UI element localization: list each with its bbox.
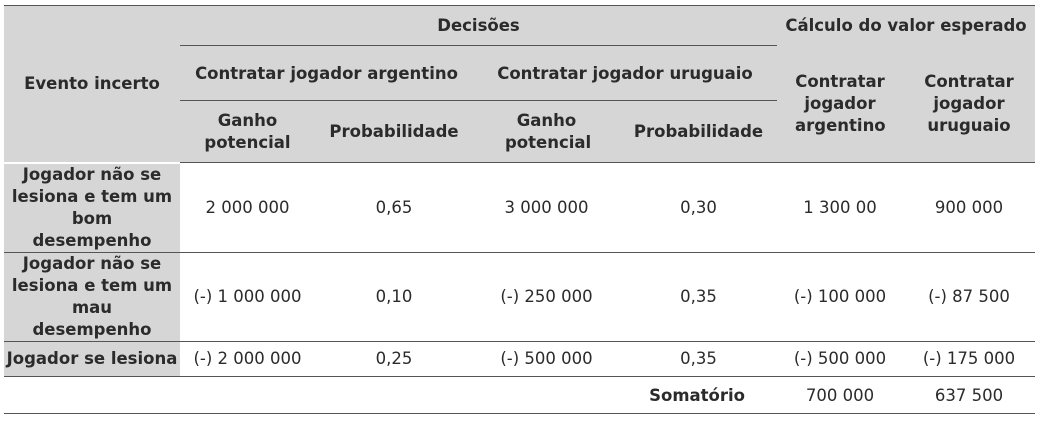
header-probabilidade-arg: Probabilidade (315, 100, 473, 163)
row-label: Jogador não se lesiona e tem um mau dese… (4, 252, 180, 342)
table-row: Jogador não se lesiona e tem um mau dese… (4, 252, 1035, 342)
header-calculo-valor-esperado: Cálculo do valor esperado (777, 5, 1035, 46)
cell-ganho-uru: (-) 250 000 (473, 252, 620, 342)
header-ganho-potencial-arg: Ganho potencial (180, 100, 315, 163)
cell-calc-arg: 1 300 00 (777, 162, 903, 253)
cell-calc-uru: (-) 175 000 (903, 341, 1035, 377)
cell-ganho-uru: (-) 500 000 (473, 341, 620, 377)
summary-label: Somatório (4, 376, 777, 414)
header-contratar-uruguaio: Contratar jogador uruguaio (473, 45, 777, 101)
row-label: Jogador não se lesiona e tem um bom dese… (4, 162, 180, 253)
cell-ganho-arg: (-) 1 000 000 (180, 252, 315, 342)
cell-prob-uru: 0,35 (620, 341, 777, 377)
summary-calc-arg: 700 000 (777, 376, 903, 414)
row-label: Jogador se lesiona (4, 341, 180, 377)
header-probabilidade-uru: Probabilidade (620, 100, 777, 163)
cell-ganho-arg: 2 000 000 (180, 162, 315, 253)
cell-calc-arg: (-) 100 000 (777, 252, 903, 342)
cell-ganho-uru: 3 000 000 (473, 162, 620, 253)
header-calc-uruguaio: Contratar jogador uruguaio (903, 45, 1035, 163)
cell-calc-uru: 900 000 (903, 162, 1035, 253)
cell-prob-arg: 0,25 (315, 341, 473, 377)
cell-prob-arg: 0,10 (315, 252, 473, 342)
cell-ganho-arg: (-) 2 000 000 (180, 341, 315, 377)
header-evento-incerto: Evento incerto (4, 5, 180, 164)
header-contratar-argentino: Contratar jogador argentino (180, 45, 473, 101)
cell-calc-arg: (-) 500 000 (777, 341, 903, 377)
cell-prob-uru: 0,35 (620, 252, 777, 342)
header-calc-argentino: Contratar jogador argentino (777, 45, 903, 163)
cell-prob-arg: 0,65 (315, 162, 473, 253)
table-row: Jogador não se lesiona e tem um bom dese… (4, 162, 1035, 253)
header-decisoes: Decisões (180, 5, 777, 46)
expected-value-table: Evento incerto Decisões Cálculo do valor… (4, 5, 1035, 414)
cell-calc-uru: (-) 87 500 (903, 252, 1035, 342)
cell-prob-uru: 0,30 (620, 162, 777, 253)
table-row: Jogador se lesiona (-) 2 000 000 0,25 (-… (4, 341, 1035, 377)
summary-row: Somatório 700 000 637 500 (4, 376, 1035, 414)
header-ganho-potencial-uru: Ganho potencial (473, 100, 620, 163)
summary-calc-uru: 637 500 (903, 376, 1035, 414)
